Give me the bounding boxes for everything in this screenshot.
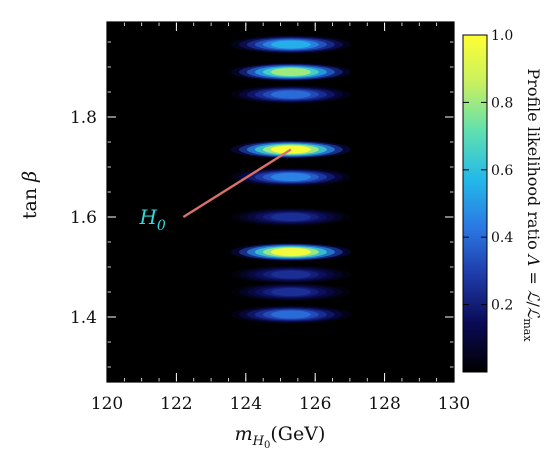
band-layer <box>270 213 311 221</box>
colorbar-tick-label: 0.8 <box>491 95 513 111</box>
x-tick-label: 128 <box>368 394 400 414</box>
plot-ticks: 120 122 124 126 128 130 1.4 1.6 1.8 <box>70 22 470 414</box>
band-4 <box>230 168 351 186</box>
y-tick-label: 1.4 <box>70 308 97 328</box>
band-layer <box>270 310 311 319</box>
band-layer <box>270 173 311 181</box>
band-layer <box>270 40 311 49</box>
colorbar-tick-label: 0.6 <box>491 163 513 179</box>
band-1 <box>230 63 351 81</box>
h0-pointer-line <box>182 148 292 219</box>
x-axis-title: mH0(GeV) <box>235 423 326 451</box>
band-layer <box>270 248 311 256</box>
colorbar-tick-label: 0.2 <box>491 298 513 314</box>
band-6 <box>230 243 351 261</box>
y-tick-label: 1.6 <box>70 208 97 228</box>
x-tick-label: 126 <box>299 394 331 414</box>
band-layer <box>270 90 311 99</box>
band-8 <box>230 283 351 301</box>
x-tick-label: 124 <box>230 394 262 414</box>
colorbar-ticks: 0.2 0.4 0.6 0.8 1.0 <box>463 28 513 314</box>
x-tick-label: 130 <box>438 394 470 414</box>
band-layer <box>270 288 311 296</box>
colorbar <box>462 34 488 373</box>
colorbar-tick-label: 1.0 <box>491 28 513 44</box>
heatmap-bands <box>230 35 351 324</box>
band-7 <box>230 265 351 284</box>
annotation-layer: H0 <box>138 148 292 234</box>
band-5 <box>230 208 351 226</box>
x-tick-label: 120 <box>91 394 123 414</box>
colorbar-title: Profile likelihood ratio Λ = ℒ/ℒmax <box>521 68 543 342</box>
colorbar-tick-label: 0.4 <box>491 230 513 246</box>
band-layer <box>270 270 311 279</box>
band-9 <box>230 305 351 324</box>
band-layer <box>270 68 311 76</box>
y-tick-label: 1.8 <box>70 108 97 128</box>
x-tick-label: 122 <box>160 394 192 414</box>
y-axis-title: tan β <box>19 171 41 219</box>
plot-frame <box>106 21 455 383</box>
h0-annotation-label: H0 <box>138 205 165 234</box>
band-2 <box>230 85 351 104</box>
band-0 <box>230 35 351 54</box>
